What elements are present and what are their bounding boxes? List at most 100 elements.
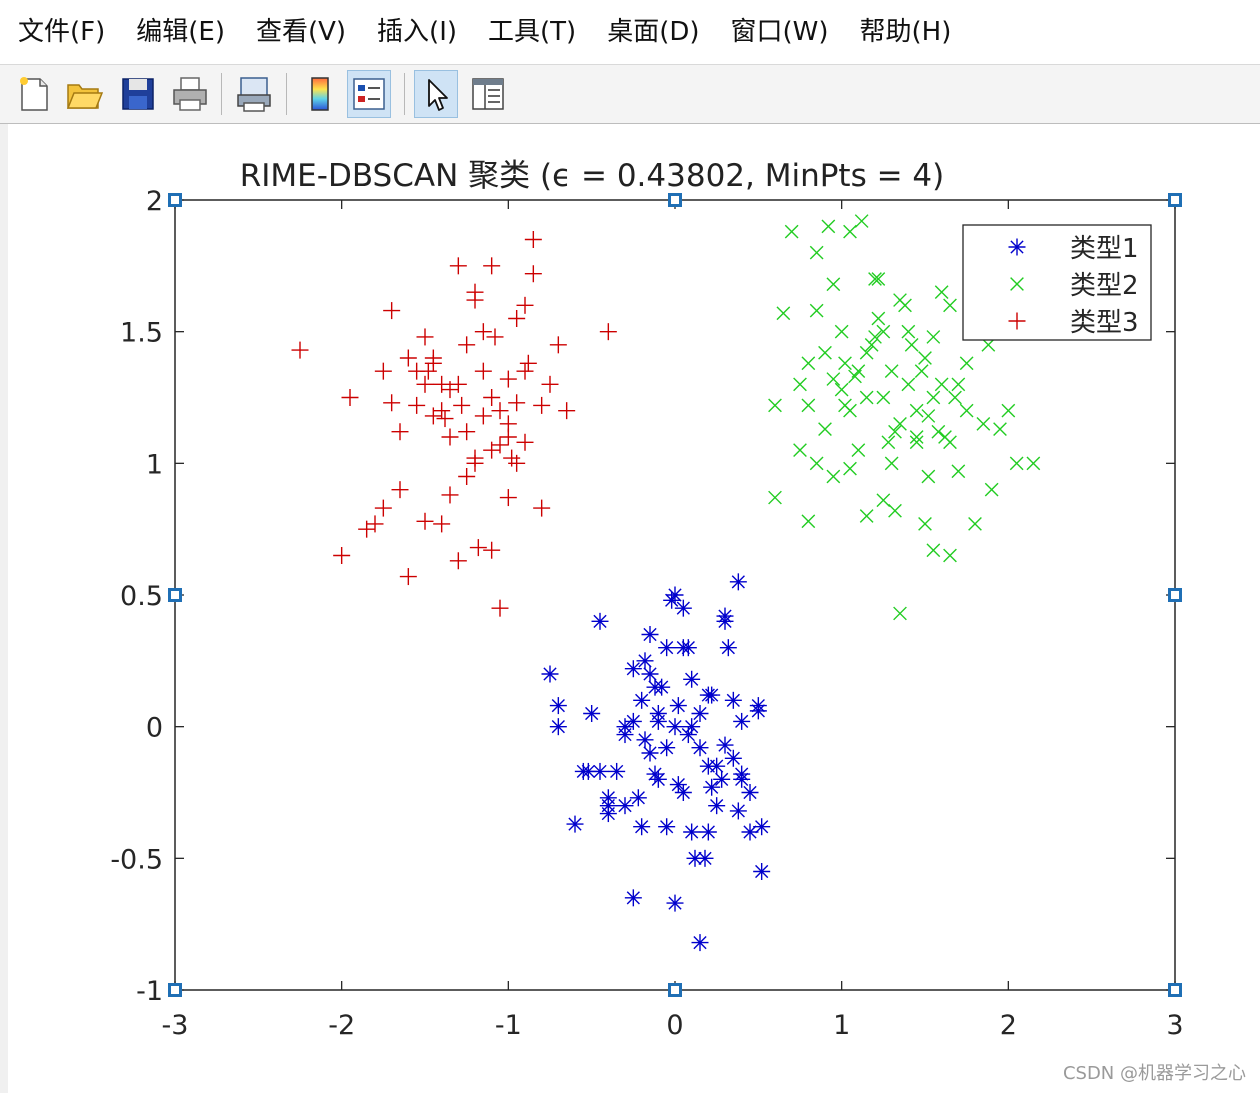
edit-plot-button[interactable]	[414, 70, 458, 118]
selection-handle	[168, 193, 182, 207]
data-point	[898, 298, 912, 313]
colorbar-button[interactable]	[298, 70, 342, 118]
data-point	[818, 422, 832, 436]
data-point	[733, 712, 751, 730]
toolbar-separator	[221, 73, 222, 115]
menu-file[interactable]: 文件(F)	[18, 17, 106, 47]
data-point	[624, 712, 642, 730]
menu-edit[interactable]: 编辑(E)	[136, 17, 225, 47]
data-point	[519, 354, 537, 372]
data-point	[724, 691, 742, 709]
open-button[interactable]	[62, 70, 106, 118]
data-point	[608, 762, 626, 780]
legend: 类型1 类型2 类型3	[962, 224, 1152, 341]
data-point	[984, 482, 999, 497]
data-point	[729, 573, 747, 591]
data-point	[674, 784, 692, 801]
data-point	[458, 468, 476, 485]
data-point	[801, 398, 816, 413]
selection-handle	[1168, 588, 1182, 602]
data-point	[591, 762, 609, 780]
data-point	[1009, 456, 1024, 471]
data-point	[871, 272, 886, 286]
data-point	[834, 382, 849, 397]
data-point	[616, 797, 634, 815]
y-tick-label: 2	[146, 186, 163, 217]
property-editor-icon	[472, 78, 504, 110]
menu-insert[interactable]: 插入(I)	[377, 17, 458, 47]
legend-button[interactable]	[347, 70, 391, 118]
menu-help[interactable]: 帮助(H)	[859, 17, 952, 47]
data-point	[888, 503, 902, 518]
data-point	[776, 306, 791, 321]
data-point	[854, 214, 869, 228]
data-point	[691, 934, 709, 952]
data-point	[713, 770, 731, 788]
data-point	[666, 718, 684, 736]
menu-desktop[interactable]: 桌面(D)	[607, 17, 700, 47]
data-point	[658, 739, 676, 757]
data-point	[696, 849, 714, 867]
data-point	[358, 520, 376, 538]
data-point	[716, 612, 734, 630]
y-tick-label: 0.5	[120, 581, 163, 612]
data-point	[508, 394, 526, 412]
data-point	[884, 364, 899, 379]
colorbar-icon	[311, 77, 329, 111]
data-point	[876, 324, 891, 339]
data-point	[599, 805, 617, 823]
menu-tools[interactable]: 工具(T)	[488, 17, 577, 47]
property-editor-button[interactable]	[466, 70, 510, 118]
save-button[interactable]	[116, 70, 160, 118]
series-1	[541, 573, 771, 952]
x-tick-label: 0	[666, 1010, 683, 1041]
data-point	[549, 697, 567, 715]
data-point	[524, 231, 542, 248]
data-point	[666, 894, 684, 912]
data-point	[753, 818, 771, 836]
data-point	[433, 402, 451, 420]
data-point	[549, 336, 567, 354]
data-point	[881, 435, 896, 450]
open-folder-icon	[66, 84, 103, 109]
data-point	[441, 486, 459, 504]
watermark: CSDN @机器学习之心	[1062, 1063, 1246, 1084]
data-point	[921, 469, 936, 484]
menu-view[interactable]: 查看(V)	[255, 17, 347, 47]
menu-window[interactable]: 窗口(W)	[730, 17, 829, 47]
data-point	[968, 517, 982, 531]
data-point	[503, 449, 521, 467]
data-point	[666, 586, 684, 604]
print-preview-button[interactable]	[232, 70, 276, 118]
data-point	[938, 430, 952, 444]
y-tick-label: 1	[146, 449, 163, 480]
data-point	[768, 398, 782, 413]
data-point	[458, 423, 476, 441]
data-point	[934, 285, 949, 300]
data-point	[374, 362, 392, 380]
data-point	[993, 422, 1007, 436]
new-file-button[interactable]	[12, 70, 56, 118]
data-point	[658, 639, 676, 657]
data-point	[868, 330, 882, 344]
data-point	[826, 277, 841, 292]
data-point	[466, 291, 484, 309]
data-point	[749, 702, 767, 720]
data-point	[466, 449, 484, 467]
print-button[interactable]	[168, 70, 212, 118]
data-point	[516, 362, 534, 380]
data-point	[834, 324, 849, 339]
data-point	[809, 245, 824, 260]
data-point	[901, 324, 916, 339]
data-point	[741, 784, 759, 801]
x-tick-label: 1	[833, 1010, 850, 1041]
data-point	[541, 375, 559, 393]
data-point	[724, 749, 742, 767]
data-point	[416, 375, 434, 393]
data-point	[391, 481, 409, 499]
x-tick-label: 2	[1000, 1010, 1017, 1041]
data-point	[951, 377, 966, 392]
data-point	[416, 328, 434, 346]
x-tick-label: -1	[495, 1010, 522, 1041]
data-point	[499, 489, 517, 507]
